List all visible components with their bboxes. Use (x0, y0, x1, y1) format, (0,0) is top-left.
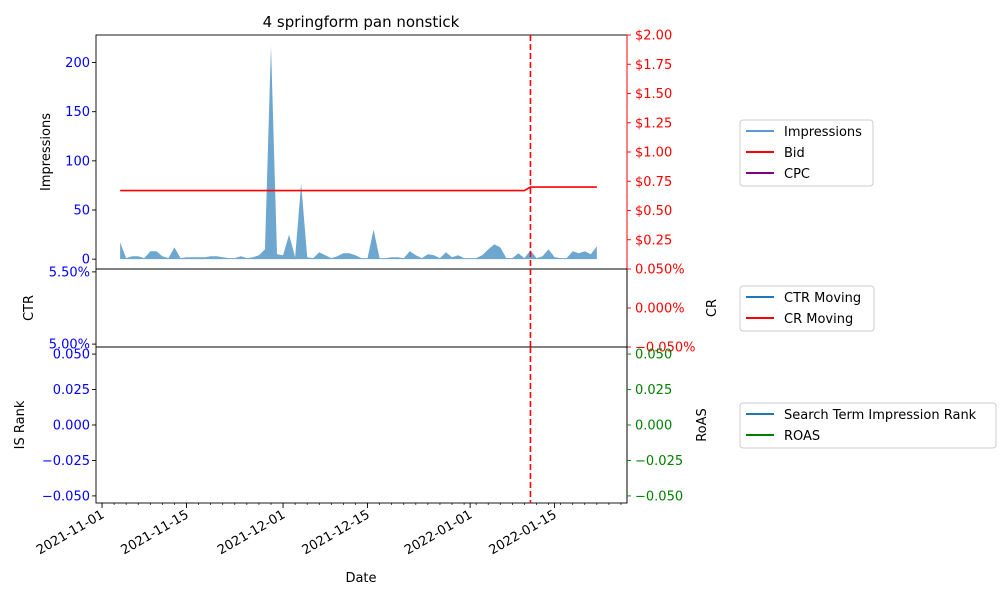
left-tick-label: 5.50% (49, 265, 90, 280)
left-tick-label: 0.000 (53, 419, 90, 434)
legend-box (739, 402, 997, 449)
right-tick-label: $0.25 (635, 233, 672, 248)
x-tick-label: 2021-12-15 (300, 507, 373, 558)
series-area-impressions (120, 45, 597, 260)
left-axis-label: IS Rank (13, 400, 28, 449)
legend-entry-label: CTR Moving (784, 291, 861, 306)
legend-entry-label: Search Term Impression Rank (784, 408, 977, 423)
right-tick-label: $1.75 (635, 58, 672, 73)
right-tick-label: $0.75 (635, 175, 672, 190)
x-tick-label: 2021-11-01 (34, 507, 107, 558)
legend-entry-label: Impressions (784, 125, 862, 140)
left-axis-label: CTR (22, 295, 37, 321)
x-tick-label: 2021-12-01 (215, 507, 288, 558)
right-tick-label: $1.25 (635, 116, 672, 131)
legend-entry-label: CPC (784, 167, 810, 182)
right-tick-label: 0.050% (635, 263, 685, 278)
legend: Impressions Bid CPC (739, 119, 874, 187)
legend-entry-label: CR Moving (784, 312, 853, 327)
left-tick-label: −0.025 (42, 454, 90, 469)
left-tick-label: −0.050 (42, 489, 90, 504)
panel-frame (95, 268, 628, 348)
right-tick-label: 0.025 (635, 383, 672, 398)
right-tick-label: −0.025 (635, 454, 683, 469)
x-tick-label: 2021-11-15 (119, 507, 192, 558)
series-line-bid (120, 186, 597, 192)
right-tick-label: 0.000 (635, 419, 672, 434)
x-tick-label: 2022-01-15 (487, 507, 560, 558)
right-tick-label: −0.050 (635, 489, 683, 504)
legend-entry-label: Bid (784, 146, 805, 161)
right-tick-label: $2.00 (635, 29, 672, 44)
right-tick-label: $0.50 (635, 204, 672, 219)
right-axis-label: RoAS (695, 408, 710, 442)
legend: Search Term Impression Rank ROAS (739, 402, 997, 449)
ctr-panel: 5.00% 5.50% −0.050% 0.000% 0.050% CTR CR CTR Mo… (22, 263, 875, 356)
left-tick-label: 0.025 (53, 383, 90, 398)
legend: CTR Moving CR Moving (739, 285, 875, 332)
right-tick-label: $1.50 (635, 87, 672, 102)
left-tick-label: 100 (65, 154, 90, 169)
right-tick-label: 0.000% (635, 302, 685, 317)
left-tick-label: 50 (73, 204, 90, 219)
right-axis-label: CR (705, 299, 720, 317)
left-tick-label: 5.00% (49, 338, 90, 353)
right-tick-label: 0.050 (635, 348, 672, 363)
chart-title: 4 springform pan nonstick (263, 13, 460, 31)
legend-box (739, 119, 874, 187)
right-tick-label: −0.050% (635, 341, 695, 356)
right-tick-label: $1.00 (635, 146, 672, 161)
impressions-panel: 0 50 100 150 200 $0.25 $0.50 $0.75 $1.00 $1.25 $1.… (39, 29, 874, 270)
rank-panel: −0.050 −0.025 0.000 0.025 0.050 −0.050 −0.025 0… (13, 346, 997, 504)
legend-entry-label: ROAS (784, 429, 820, 444)
x-axis-label: Date (345, 571, 376, 586)
panel-frame (95, 346, 628, 504)
left-tick-label: 150 (65, 105, 90, 120)
left-tick-label: 0 (82, 253, 90, 268)
left-tick-label: 0.050 (53, 348, 90, 363)
x-tick-label: 2022-01-01 (402, 507, 475, 558)
left-axis-label: Impressions (39, 113, 54, 191)
x-axis: 2021-11-01 2021-11-15 2021-12-01 2021-12-15… (34, 503, 622, 558)
panel-frame (95, 34, 628, 270)
left-tick-label: 200 (65, 56, 90, 71)
